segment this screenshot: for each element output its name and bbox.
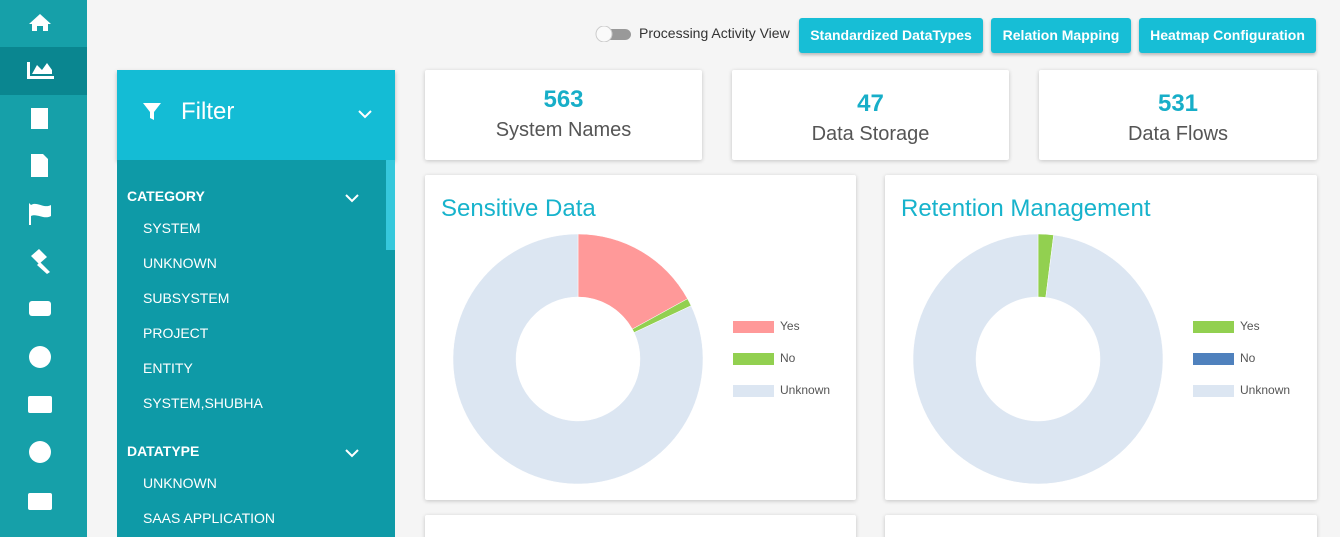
filter-item[interactable]: PROJECT xyxy=(143,325,209,341)
nav-icons xyxy=(27,14,54,510)
filter-header[interactable]: Filter xyxy=(117,70,395,160)
stat-card: 563 System Names xyxy=(425,70,702,160)
legend-swatch xyxy=(733,385,774,397)
home-icon[interactable] xyxy=(29,14,51,31)
chart-card xyxy=(425,515,856,537)
legend-swatch xyxy=(1193,321,1234,333)
button[interactable]: Heatmap Configuration xyxy=(1139,18,1316,53)
legend-label: Unknown xyxy=(1240,383,1290,397)
legend-label: Unknown xyxy=(780,383,830,397)
legend-label: Yes xyxy=(780,319,800,333)
button[interactable]: Standardized DataTypes xyxy=(799,18,983,53)
filter-section[interactable]: DATATYPE xyxy=(127,443,200,459)
donut-slice xyxy=(452,233,704,485)
legend-label: No xyxy=(780,351,796,365)
mail-icon[interactable] xyxy=(28,493,52,510)
gavel-icon[interactable] xyxy=(31,249,50,274)
filter-item[interactable]: ENTITY xyxy=(143,360,193,376)
scrollbar[interactable] xyxy=(386,160,395,250)
legend-label: Yes xyxy=(1240,319,1260,333)
stat-value: 47 xyxy=(857,90,884,117)
chart-card xyxy=(885,515,1317,537)
drive-icon[interactable] xyxy=(29,301,51,316)
chart-card: Retention Management Yes No Unknown xyxy=(885,175,1317,500)
chart-icon[interactable] xyxy=(27,62,54,79)
toggle-label: Processing Activity View xyxy=(639,25,790,41)
support-icon[interactable] xyxy=(29,346,51,368)
donut-chart: Yes No Unknown xyxy=(912,233,1290,485)
sidebar xyxy=(0,0,87,537)
filter-item[interactable]: SUBSYSTEM xyxy=(143,290,230,306)
filter-item[interactable]: UNKNOWN xyxy=(143,255,217,271)
filter-icons xyxy=(143,103,372,120)
stat-value: 531 xyxy=(1157,90,1199,117)
building-icon[interactable] xyxy=(31,108,48,129)
settings-icon[interactable] xyxy=(29,441,51,463)
filter-title: Filter xyxy=(181,98,235,125)
stat-card: 47 Data Storage xyxy=(732,70,1009,160)
chart-card: Sensitive Data Yes No Unknown xyxy=(425,175,856,500)
chart-title: Retention Management xyxy=(901,195,1151,222)
chevron[interactable] xyxy=(345,193,359,203)
stat-label: System Names xyxy=(495,119,632,141)
filter-section[interactable]: CATEGORY xyxy=(127,188,205,204)
filter-item[interactable]: SYSTEM,SHUBHA xyxy=(143,395,263,411)
stat-label: Data Flows xyxy=(1127,123,1229,145)
filter-item[interactable]: SAAS APPLICATION xyxy=(143,510,276,526)
chart-title: Sensitive Data xyxy=(441,195,596,222)
doc-icon[interactable] xyxy=(31,154,48,177)
legend-label: No xyxy=(1240,351,1256,365)
chevron[interactable] xyxy=(345,448,359,458)
filter-item[interactable]: UNKNOWN xyxy=(143,475,217,491)
toggle[interactable] xyxy=(595,26,631,42)
stat-label: Data Storage xyxy=(811,123,930,145)
legend-swatch xyxy=(733,321,774,333)
flag-icon[interactable] xyxy=(29,203,51,225)
filter-body: CATEGORY SYSTEM UNKNOWN SUBSYSTEM PROJECT ENT… xyxy=(117,160,395,537)
filter-item[interactable]: SYSTEM xyxy=(143,220,201,236)
donut-chart: Yes No Unknown xyxy=(452,233,830,485)
legend-swatch xyxy=(1193,353,1234,365)
list-icon[interactable] xyxy=(28,396,52,413)
donut-slice xyxy=(912,233,1164,485)
button[interactable]: Relation Mapping xyxy=(991,18,1131,53)
legend-swatch xyxy=(1193,385,1234,397)
legend-swatch xyxy=(733,353,774,365)
stat-card: 531 Data Flows xyxy=(1039,70,1317,160)
stat-value: 563 xyxy=(543,86,584,113)
